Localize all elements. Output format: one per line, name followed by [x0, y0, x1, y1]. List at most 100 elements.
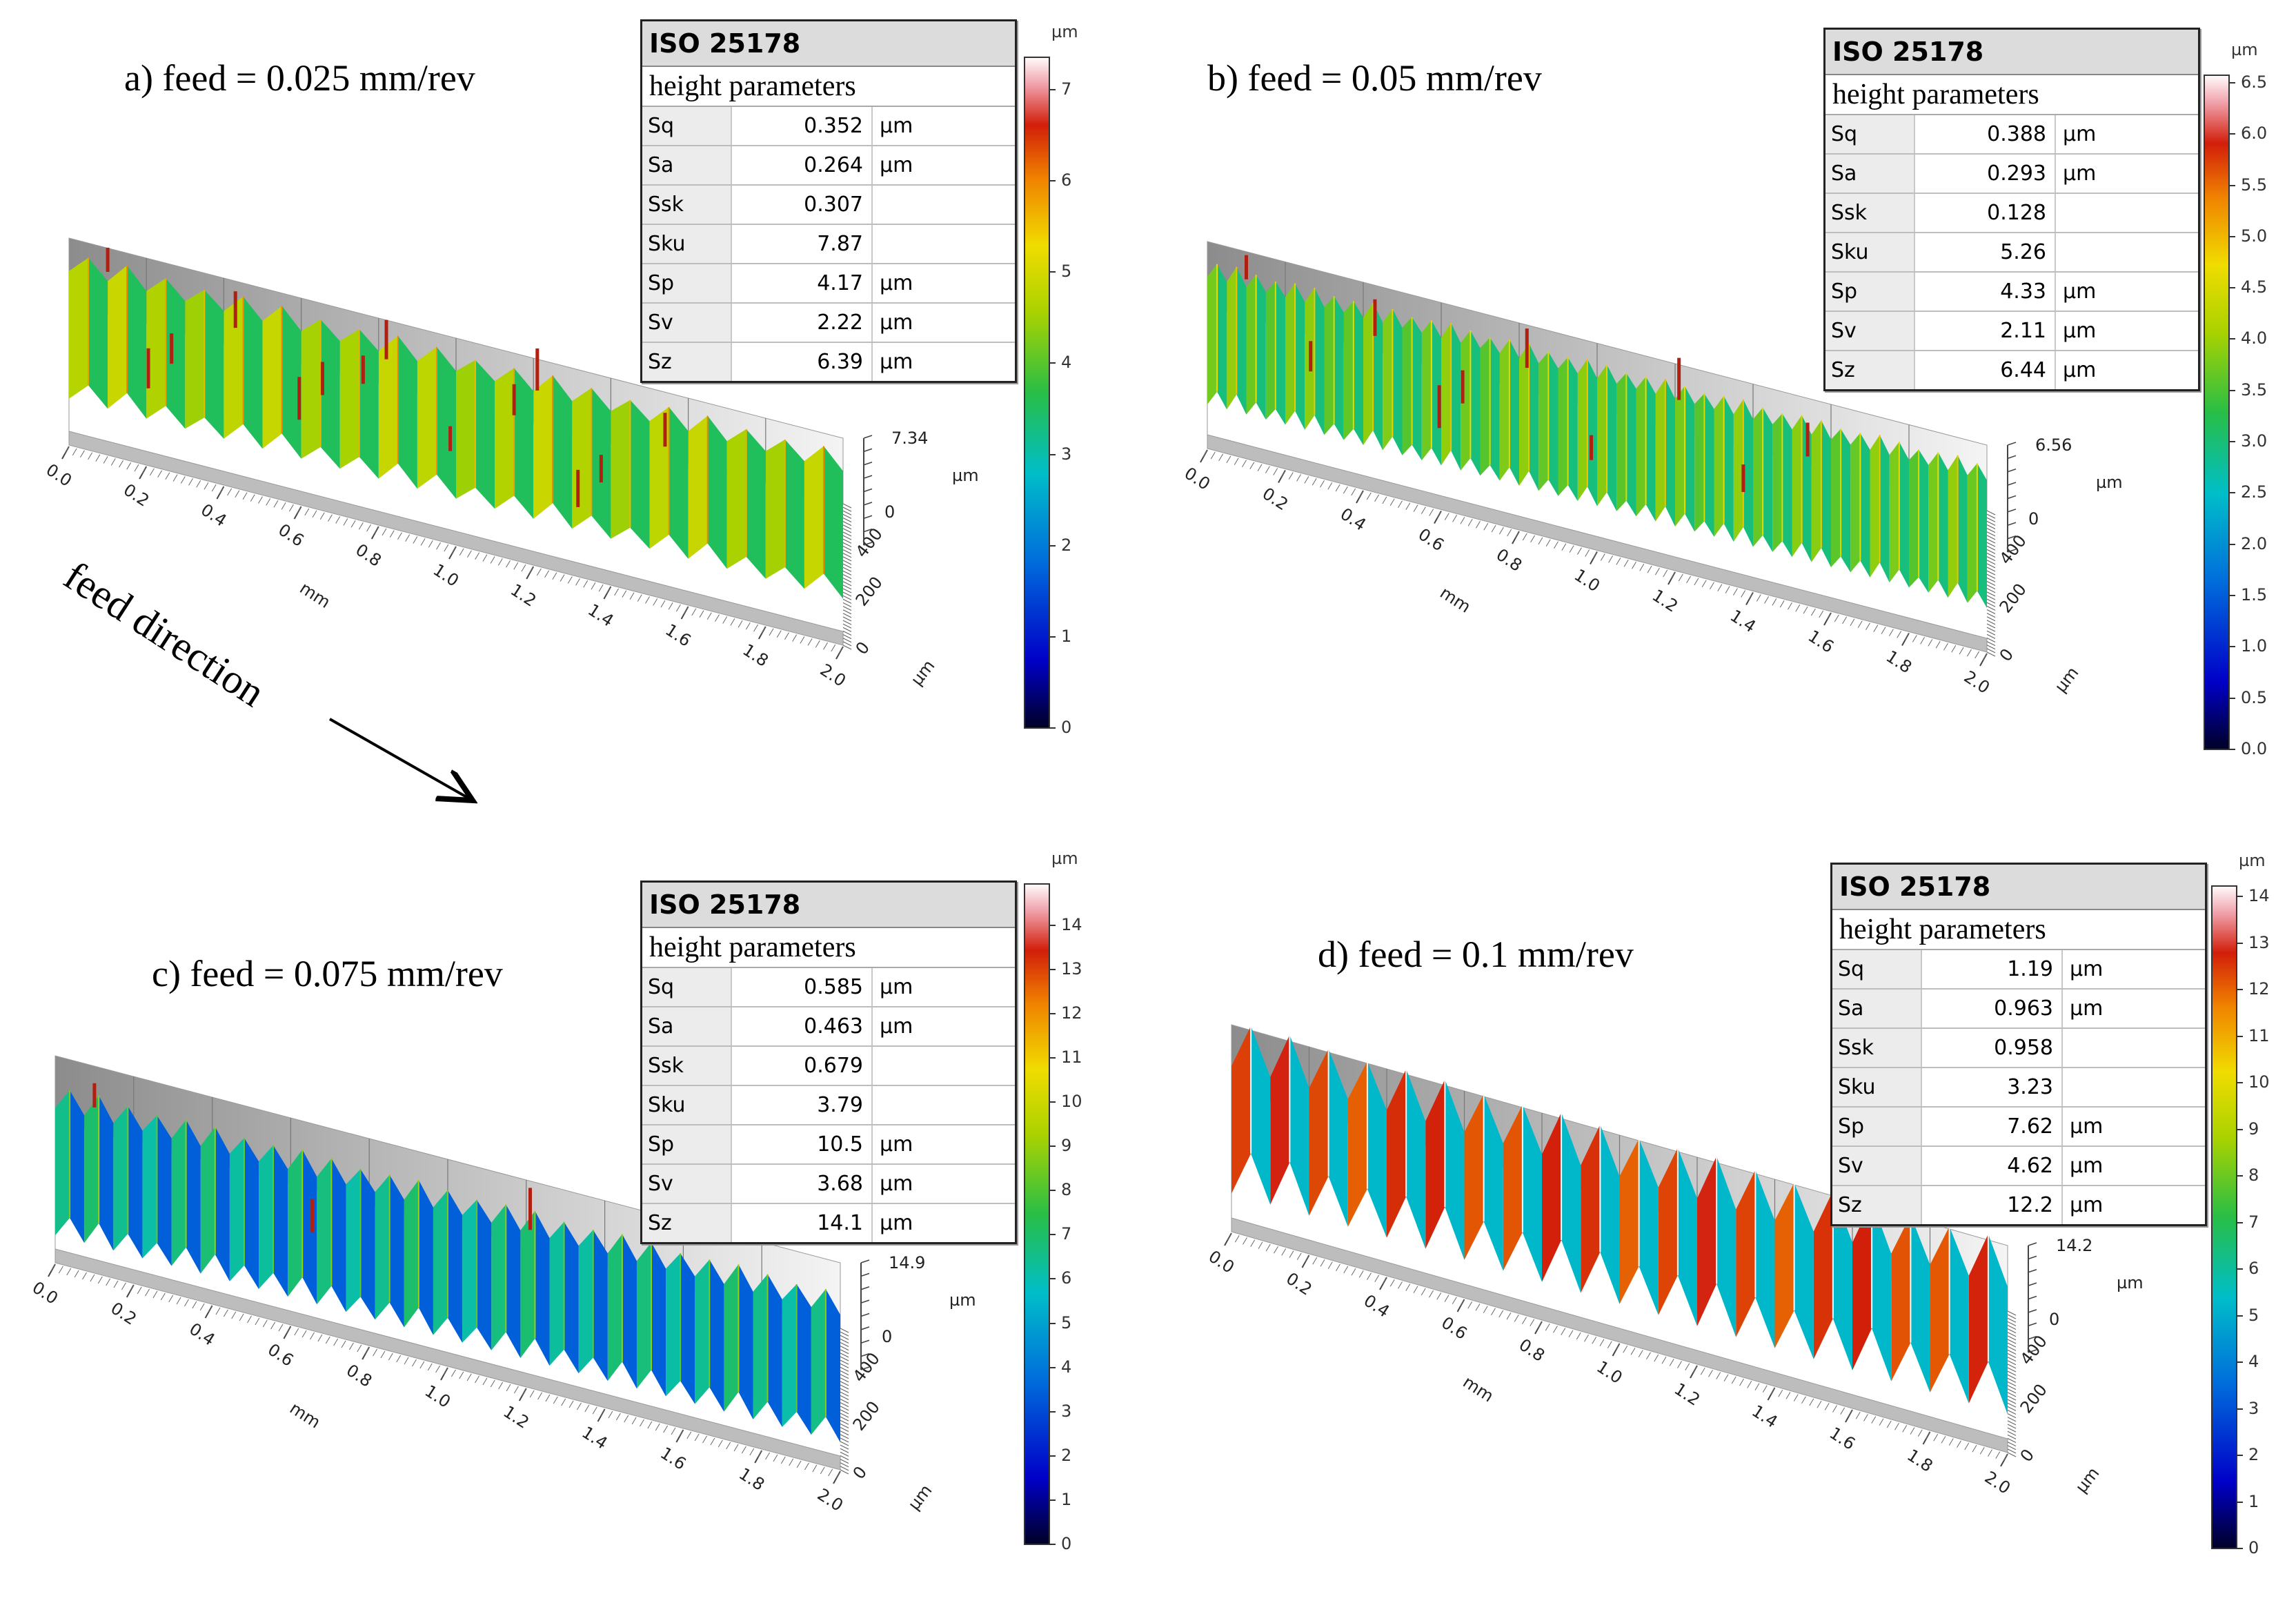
y-minor-tick	[840, 1366, 849, 1372]
x-minor-tick	[671, 1427, 676, 1435]
y-minor-tick	[2007, 1328, 2017, 1334]
y-minor-tick	[840, 1423, 849, 1428]
y-minor-tick	[2007, 1360, 2017, 1366]
y-minor-tick	[2007, 1324, 2017, 1330]
colorbar-tick-label: 0	[1061, 1534, 1072, 1553]
x-unit-label: mm	[286, 1399, 324, 1433]
x-minor-tick	[702, 1435, 707, 1444]
y-minor-tick	[842, 531, 852, 537]
x-tick-label: 1.8	[1883, 647, 1915, 677]
x-minor-tick	[113, 1280, 119, 1288]
x-minor-tick	[1748, 592, 1754, 600]
colorbar-tick	[2236, 1128, 2243, 1130]
ridge-face	[1480, 337, 1490, 476]
x-minor-tick	[838, 646, 844, 654]
y-minor-tick	[842, 630, 852, 636]
x-minor-tick	[1785, 1392, 1791, 1399]
y-minor-tick	[840, 1352, 849, 1358]
x-minor-tick	[765, 1452, 771, 1460]
y-minor-tick	[2007, 1349, 2017, 1355]
y-minor-tick	[2007, 1332, 2017, 1337]
z-tick	[863, 475, 873, 479]
x-minor-tick	[404, 1357, 409, 1365]
y-minor-tick	[2007, 1406, 2017, 1411]
colorbar-unit: µm	[2231, 40, 2258, 59]
x-minor-tick	[1764, 596, 1770, 604]
ridge-face	[1503, 1104, 1523, 1271]
x-minor-tick	[1857, 620, 1863, 629]
ridge-face	[127, 265, 147, 419]
x-minor-tick	[1405, 1283, 1411, 1291]
colorbar-tick	[2236, 1268, 2243, 1270]
x-minor-tick	[1569, 545, 1574, 553]
x-minor-tick	[691, 608, 697, 616]
ridge-face	[1275, 281, 1285, 425]
z-tick	[860, 1272, 870, 1277]
colorbar-tick	[2228, 492, 2235, 494]
x-minor-tick	[1249, 462, 1255, 469]
x-tick-label: 0.8	[1493, 545, 1525, 576]
x-minor-tick	[600, 1408, 606, 1417]
y-minor-tick	[840, 1419, 849, 1425]
z-unit-label: µm	[949, 1290, 976, 1310]
y-minor-tick	[1986, 648, 1996, 653]
x-minor-tick	[157, 470, 163, 478]
x-minor-tick	[684, 606, 689, 614]
param-unit	[2063, 1029, 2205, 1067]
x-minor-tick	[1312, 478, 1317, 486]
ridge-face	[1363, 302, 1374, 445]
x-minor-tick	[1943, 642, 1948, 651]
ridge-face	[506, 1204, 521, 1358]
ridge-face	[1723, 395, 1734, 542]
y-minor-tick	[840, 1455, 849, 1461]
x-minor-tick	[66, 1268, 72, 1276]
y-minor-tick	[840, 1331, 849, 1337]
colorbar-a: µm 0 1 2 3 4 5 6 7	[1024, 22, 1078, 737]
iso-table-subtitle: height parameters	[1832, 910, 2205, 950]
param-row-sa: Sa 0.264 µm	[642, 146, 1015, 186]
x-minor-tick	[97, 1276, 103, 1284]
param-row-sku: Sku 3.23	[1832, 1068, 2205, 1108]
x-minor-tick	[1498, 1310, 1504, 1318]
x-tick-label: 1.6	[662, 620, 694, 651]
param-row-sq: Sq 1.19 µm	[1832, 950, 2205, 990]
x-minor-tick	[1389, 1279, 1395, 1287]
x-tick-label: 1.2	[500, 1402, 533, 1433]
x-tick-label: 0.2	[108, 1299, 140, 1329]
param-unit: µm	[880, 1014, 913, 1039]
y-minor-tick	[840, 1426, 849, 1433]
y-minor-tick	[842, 553, 852, 558]
x-minor-tick	[1717, 584, 1723, 591]
param-name: Sku	[1832, 1068, 1922, 1106]
y-minor-tick	[1986, 637, 1996, 643]
x-tick-label: 1.2	[1649, 586, 1681, 616]
x-minor-tick	[328, 514, 333, 522]
y-minor-tick	[2007, 1442, 2017, 1447]
y-minor-tick	[842, 598, 852, 604]
x-minor-tick	[506, 1384, 511, 1392]
y-minor-tick	[2007, 1352, 2017, 1359]
x-minor-tick	[1608, 555, 1614, 563]
x-minor-tick	[792, 634, 798, 642]
ridge-face	[215, 1126, 230, 1281]
x-minor-tick	[655, 1423, 660, 1431]
x-minor-tick	[428, 540, 433, 548]
x-minor-tick	[121, 1282, 126, 1290]
param-value: 7.87	[732, 225, 873, 263]
colorbar-tick	[1049, 1366, 1056, 1368]
x-minor-tick	[1281, 1248, 1287, 1256]
param-value: 2.11	[1915, 312, 2056, 350]
x-minor-tick	[1600, 553, 1605, 561]
panel-d-label: d)	[1318, 934, 1349, 975]
colorbar-tick-label: 5.5	[2241, 175, 2268, 195]
z-tick	[863, 502, 873, 506]
y-minor-tick	[1986, 513, 1996, 519]
x-minor-tick	[789, 1458, 794, 1466]
z-unit-label: µm	[2117, 1273, 2144, 1292]
x-minor-tick	[1933, 1433, 1939, 1442]
y-minor-tick	[842, 638, 852, 643]
ridge-face	[1538, 351, 1549, 491]
x-minor-tick	[1545, 1323, 1550, 1331]
z-tick	[863, 515, 873, 519]
x-minor-tick	[317, 1334, 323, 1342]
